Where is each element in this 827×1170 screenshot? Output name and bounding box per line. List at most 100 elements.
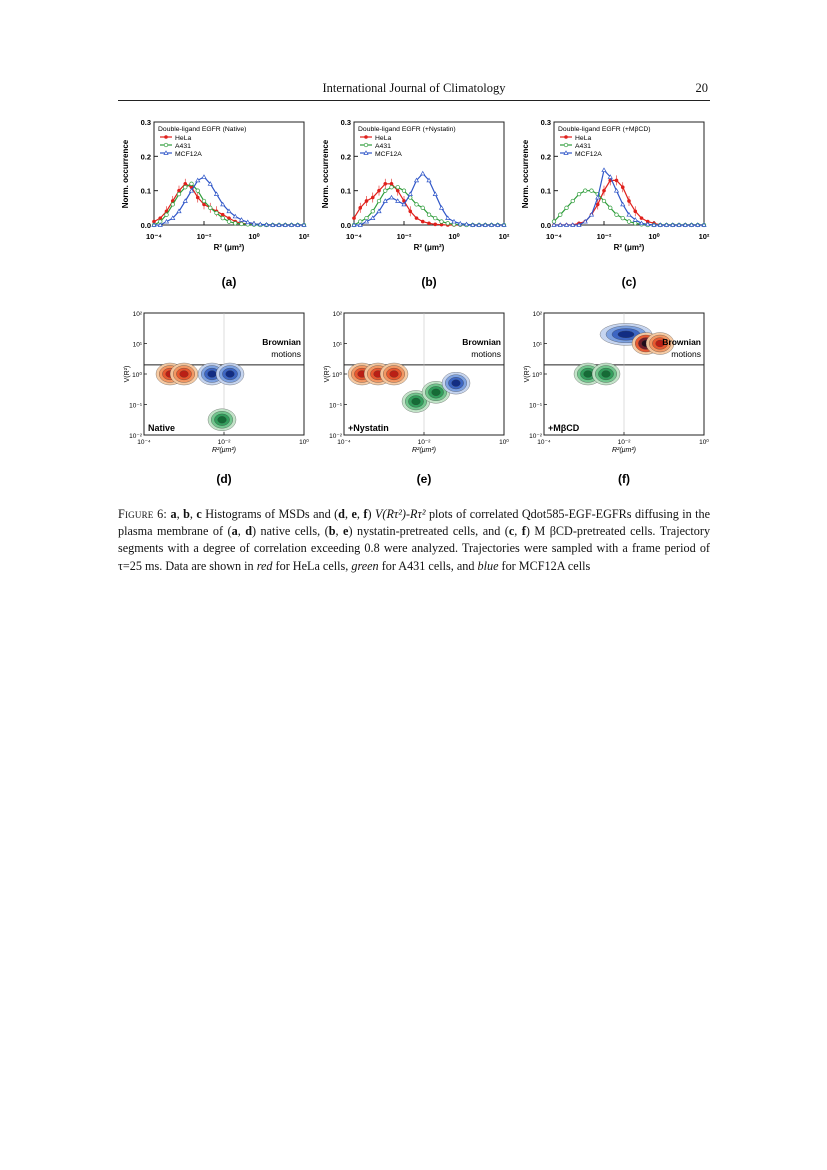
data-point	[620, 185, 625, 190]
data-point	[595, 202, 600, 207]
data-point	[202, 202, 206, 207]
data-point	[176, 191, 182, 197]
data-point	[670, 222, 676, 227]
x-tick-label: 10⁻⁴	[546, 232, 562, 241]
data-point	[576, 222, 582, 227]
density-contour	[583, 370, 593, 378]
data-point	[433, 215, 438, 221]
data-point	[195, 177, 201, 183]
x-tick-label: 10⁻²	[597, 232, 612, 241]
data-point	[220, 215, 225, 221]
data-point	[364, 199, 369, 203]
data-point	[414, 202, 419, 207]
data-point	[626, 211, 632, 217]
legend-entry: MCF12A	[375, 151, 402, 158]
x-tick-label: 10⁻⁴	[346, 232, 362, 241]
data-point	[570, 198, 575, 204]
data-point	[651, 222, 657, 227]
data-point	[183, 185, 188, 190]
x-tick-label: 10⁻⁴	[137, 439, 151, 446]
x-axis-label: R²(μm²)	[612, 447, 636, 454]
data-point	[638, 220, 645, 226]
data-point	[488, 222, 495, 227]
data-point	[463, 221, 470, 227]
density-contour	[431, 388, 441, 396]
x-tick-label: 10⁰	[499, 438, 509, 446]
y-tick-label: 0.3	[141, 118, 151, 127]
figure-label: Figure 6:	[118, 507, 168, 521]
data-point	[426, 177, 432, 183]
x-tick-label: 10⁻²	[397, 232, 412, 241]
legend-title: Double-ligand EGFR (Native)	[158, 126, 246, 133]
annotation-brownian: Brownian	[462, 337, 501, 347]
data-point	[407, 191, 413, 196]
y-tick-label: 0.1	[341, 187, 351, 196]
page-header: International Journal of Climatology 20	[118, 80, 710, 101]
data-point	[457, 220, 463, 226]
x-tick-label: 10⁻²	[618, 439, 632, 446]
data-point	[395, 198, 401, 203]
y-axis-label: V(R²)	[124, 366, 131, 383]
x-axis-label: R² (μm²)	[214, 243, 245, 252]
data-point	[245, 219, 251, 225]
data-point	[183, 182, 188, 186]
condition-label: +MβCD	[548, 423, 580, 433]
data-point	[420, 170, 426, 176]
data-point	[420, 219, 425, 224]
data-point	[408, 209, 413, 214]
data-point	[701, 222, 707, 227]
data-point	[239, 221, 244, 227]
y-tick-label: 10⁻¹	[329, 403, 343, 410]
condition-label: +Nystatin	[348, 423, 389, 433]
data-point	[445, 221, 450, 226]
data-point	[439, 222, 444, 227]
annotation-brownian: Brownian	[662, 337, 701, 347]
data-point	[170, 202, 175, 207]
annotation-motions: motions	[671, 349, 701, 359]
data-point	[602, 188, 606, 193]
y-axis-label: Norm. occurrence	[121, 139, 130, 208]
data-point	[257, 221, 263, 227]
panel-label: (c)	[622, 275, 637, 289]
y-tick-label: 10⁻¹	[529, 403, 543, 410]
data-point	[426, 212, 432, 217]
y-tick-label: 0.2	[141, 152, 151, 161]
density-contour	[389, 370, 399, 378]
legend-marker	[363, 142, 369, 148]
legend-marker	[563, 150, 569, 155]
data-point	[564, 205, 569, 210]
x-tick-label: 10⁻²	[197, 232, 212, 241]
page-number: 20	[695, 81, 709, 95]
condition-label: Native	[148, 423, 175, 433]
ref-a: a	[170, 507, 177, 521]
legend-entry: HeLa	[375, 135, 391, 142]
y-tick-label: 10⁰	[332, 371, 342, 379]
data-point	[420, 205, 425, 210]
data-point	[158, 216, 163, 220]
data-point	[570, 222, 576, 227]
density-contour	[179, 370, 189, 378]
y-tick-label: 10¹	[333, 342, 343, 349]
x-tick-label: 10⁰	[248, 232, 260, 241]
data-point	[226, 208, 232, 214]
data-point	[470, 222, 476, 227]
data-point	[295, 222, 301, 227]
data-point	[164, 212, 169, 217]
y-tick-label: 10⁻²	[529, 433, 543, 440]
data-point	[601, 198, 607, 204]
data-point	[226, 219, 232, 224]
data-point	[389, 182, 394, 186]
data-point	[395, 188, 400, 193]
data-point	[432, 191, 438, 196]
x-tick-label: 10⁰	[299, 438, 309, 446]
y-tick-label: 10¹	[133, 342, 143, 349]
data-point	[177, 188, 181, 193]
data-point	[482, 222, 488, 227]
histogram-panel-b: 0.0 0.1 0.2 0.3 10⁻⁴ 10⁻² 10⁰ 10² R² (μm²) Norm. …	[318, 112, 518, 292]
data-point	[301, 222, 307, 227]
journal-title: International Journal of Climatology	[322, 81, 506, 95]
density-panel-d: 10² 10¹ 10⁰ 10⁻¹ 10⁻² 10⁻⁴ 10⁻² 10⁰ R²(μm²) V(R²)…	[118, 305, 318, 490]
y-tick-label: 0.0	[141, 221, 151, 230]
legend-marker	[163, 142, 169, 148]
data-point	[377, 188, 381, 193]
